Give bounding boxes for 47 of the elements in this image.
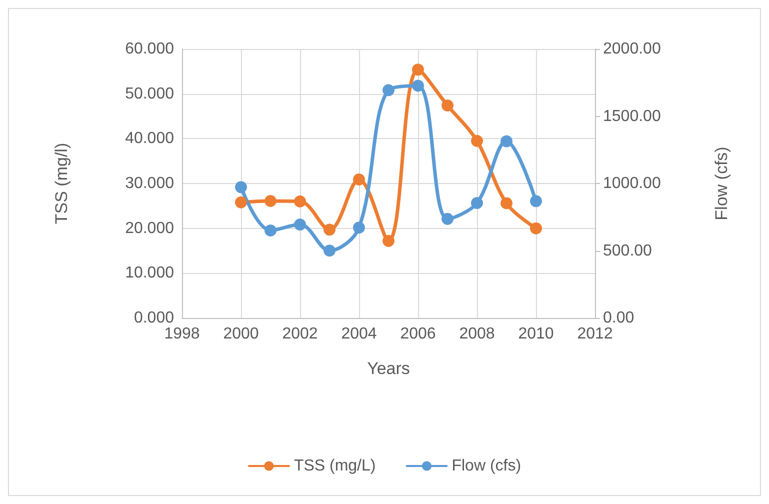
y-tick-label: 40.000: [125, 130, 174, 148]
y-tick-label: 50.000: [125, 85, 174, 102]
legend-label: Flow (cfs): [452, 458, 522, 474]
y2-tick-label: 500.00: [603, 242, 652, 260]
point: [264, 194, 276, 207]
y2-tick-label: 0.00: [603, 310, 634, 326]
x-tick-label: 2012: [577, 326, 613, 342]
point: [412, 64, 424, 76]
point: [530, 222, 542, 234]
y2-axis-title: Flow (cfs): [712, 146, 731, 220]
point: [471, 197, 483, 209]
y-tick-label: 10.000: [125, 264, 174, 282]
y2-tick-label: 1000.00: [603, 175, 661, 192]
x-tick-label: 2010: [518, 326, 554, 342]
point: [471, 134, 483, 147]
y2-tick-label: 1500.00: [603, 108, 661, 125]
point: [382, 234, 394, 247]
y-tick-label: 0.000: [134, 310, 174, 326]
point: [500, 135, 512, 148]
x-tick-label: 2006: [400, 326, 436, 342]
point: [264, 224, 276, 236]
point: [500, 197, 512, 210]
point: [530, 195, 542, 208]
y2-tick-label: 2000.00: [603, 40, 661, 58]
point: [442, 99, 454, 112]
x-tick-label: 1998: [164, 326, 200, 342]
point: [382, 84, 394, 96]
y-axis-title: TSS (mg/l): [52, 142, 71, 224]
point: [442, 212, 454, 225]
point: [294, 195, 306, 208]
point: [412, 80, 424, 92]
x-tick-label: 2004: [341, 326, 377, 342]
x-tick-label: 2002: [282, 326, 318, 342]
point: [324, 244, 336, 257]
legend-label: TSS (mg/L): [294, 458, 376, 474]
x-axis-title: Years: [367, 359, 410, 378]
x-tick-label: 2008: [459, 326, 495, 342]
point: [353, 222, 365, 234]
point: [235, 196, 247, 208]
point: [294, 218, 306, 231]
x-tick-label: 2000: [223, 326, 259, 342]
y-tick-label: 60.000: [125, 40, 174, 58]
point: [324, 224, 336, 236]
point: [235, 181, 247, 194]
point: [353, 173, 365, 186]
y-tick-label: 30.000: [125, 175, 174, 192]
y-tick-label: 20.000: [125, 220, 174, 237]
